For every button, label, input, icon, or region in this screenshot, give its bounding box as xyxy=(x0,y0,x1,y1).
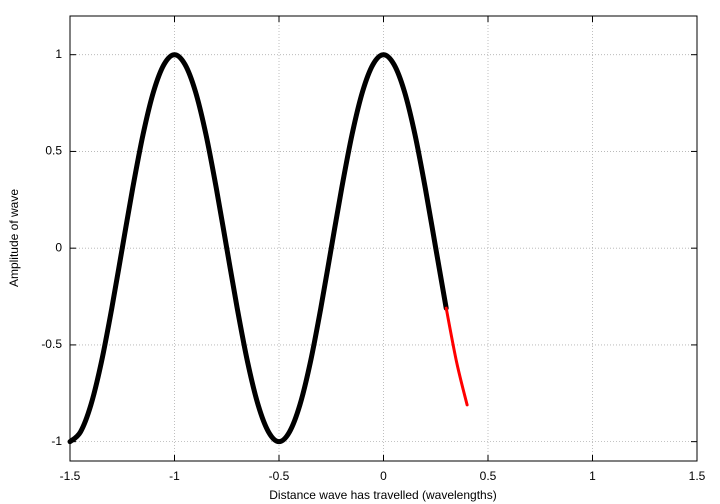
y-tick-label: 1 xyxy=(55,47,62,61)
y-tick-label: -0.5 xyxy=(41,337,62,351)
x-tick-label: 1 xyxy=(589,469,596,483)
x-axis-label: Distance wave has travelled (wavelengths… xyxy=(269,488,496,502)
y-tick-label: -1 xyxy=(51,434,62,448)
x-tick-label: 0.5 xyxy=(480,469,497,483)
ticks: -1.5 -1 -0.5 0 0.5 1 1.5 -1 -0.5 0 0.5 1 xyxy=(41,16,706,483)
x-tick-label: -1.5 xyxy=(60,469,81,483)
lines xyxy=(67,52,469,445)
x-tick-label: 1.5 xyxy=(689,469,706,483)
x-tick-label: -0.5 xyxy=(269,469,290,483)
x-tick-label: 0 xyxy=(380,469,387,483)
wave-line xyxy=(67,52,449,445)
x-tick-label: -1 xyxy=(169,469,180,483)
grid xyxy=(69,16,698,461)
y-tick-label: 0 xyxy=(55,240,62,254)
wave-line xyxy=(444,306,469,407)
y-tick-label: 0.5 xyxy=(45,144,62,158)
y-axis-label: Amplitude of wave xyxy=(7,189,21,287)
